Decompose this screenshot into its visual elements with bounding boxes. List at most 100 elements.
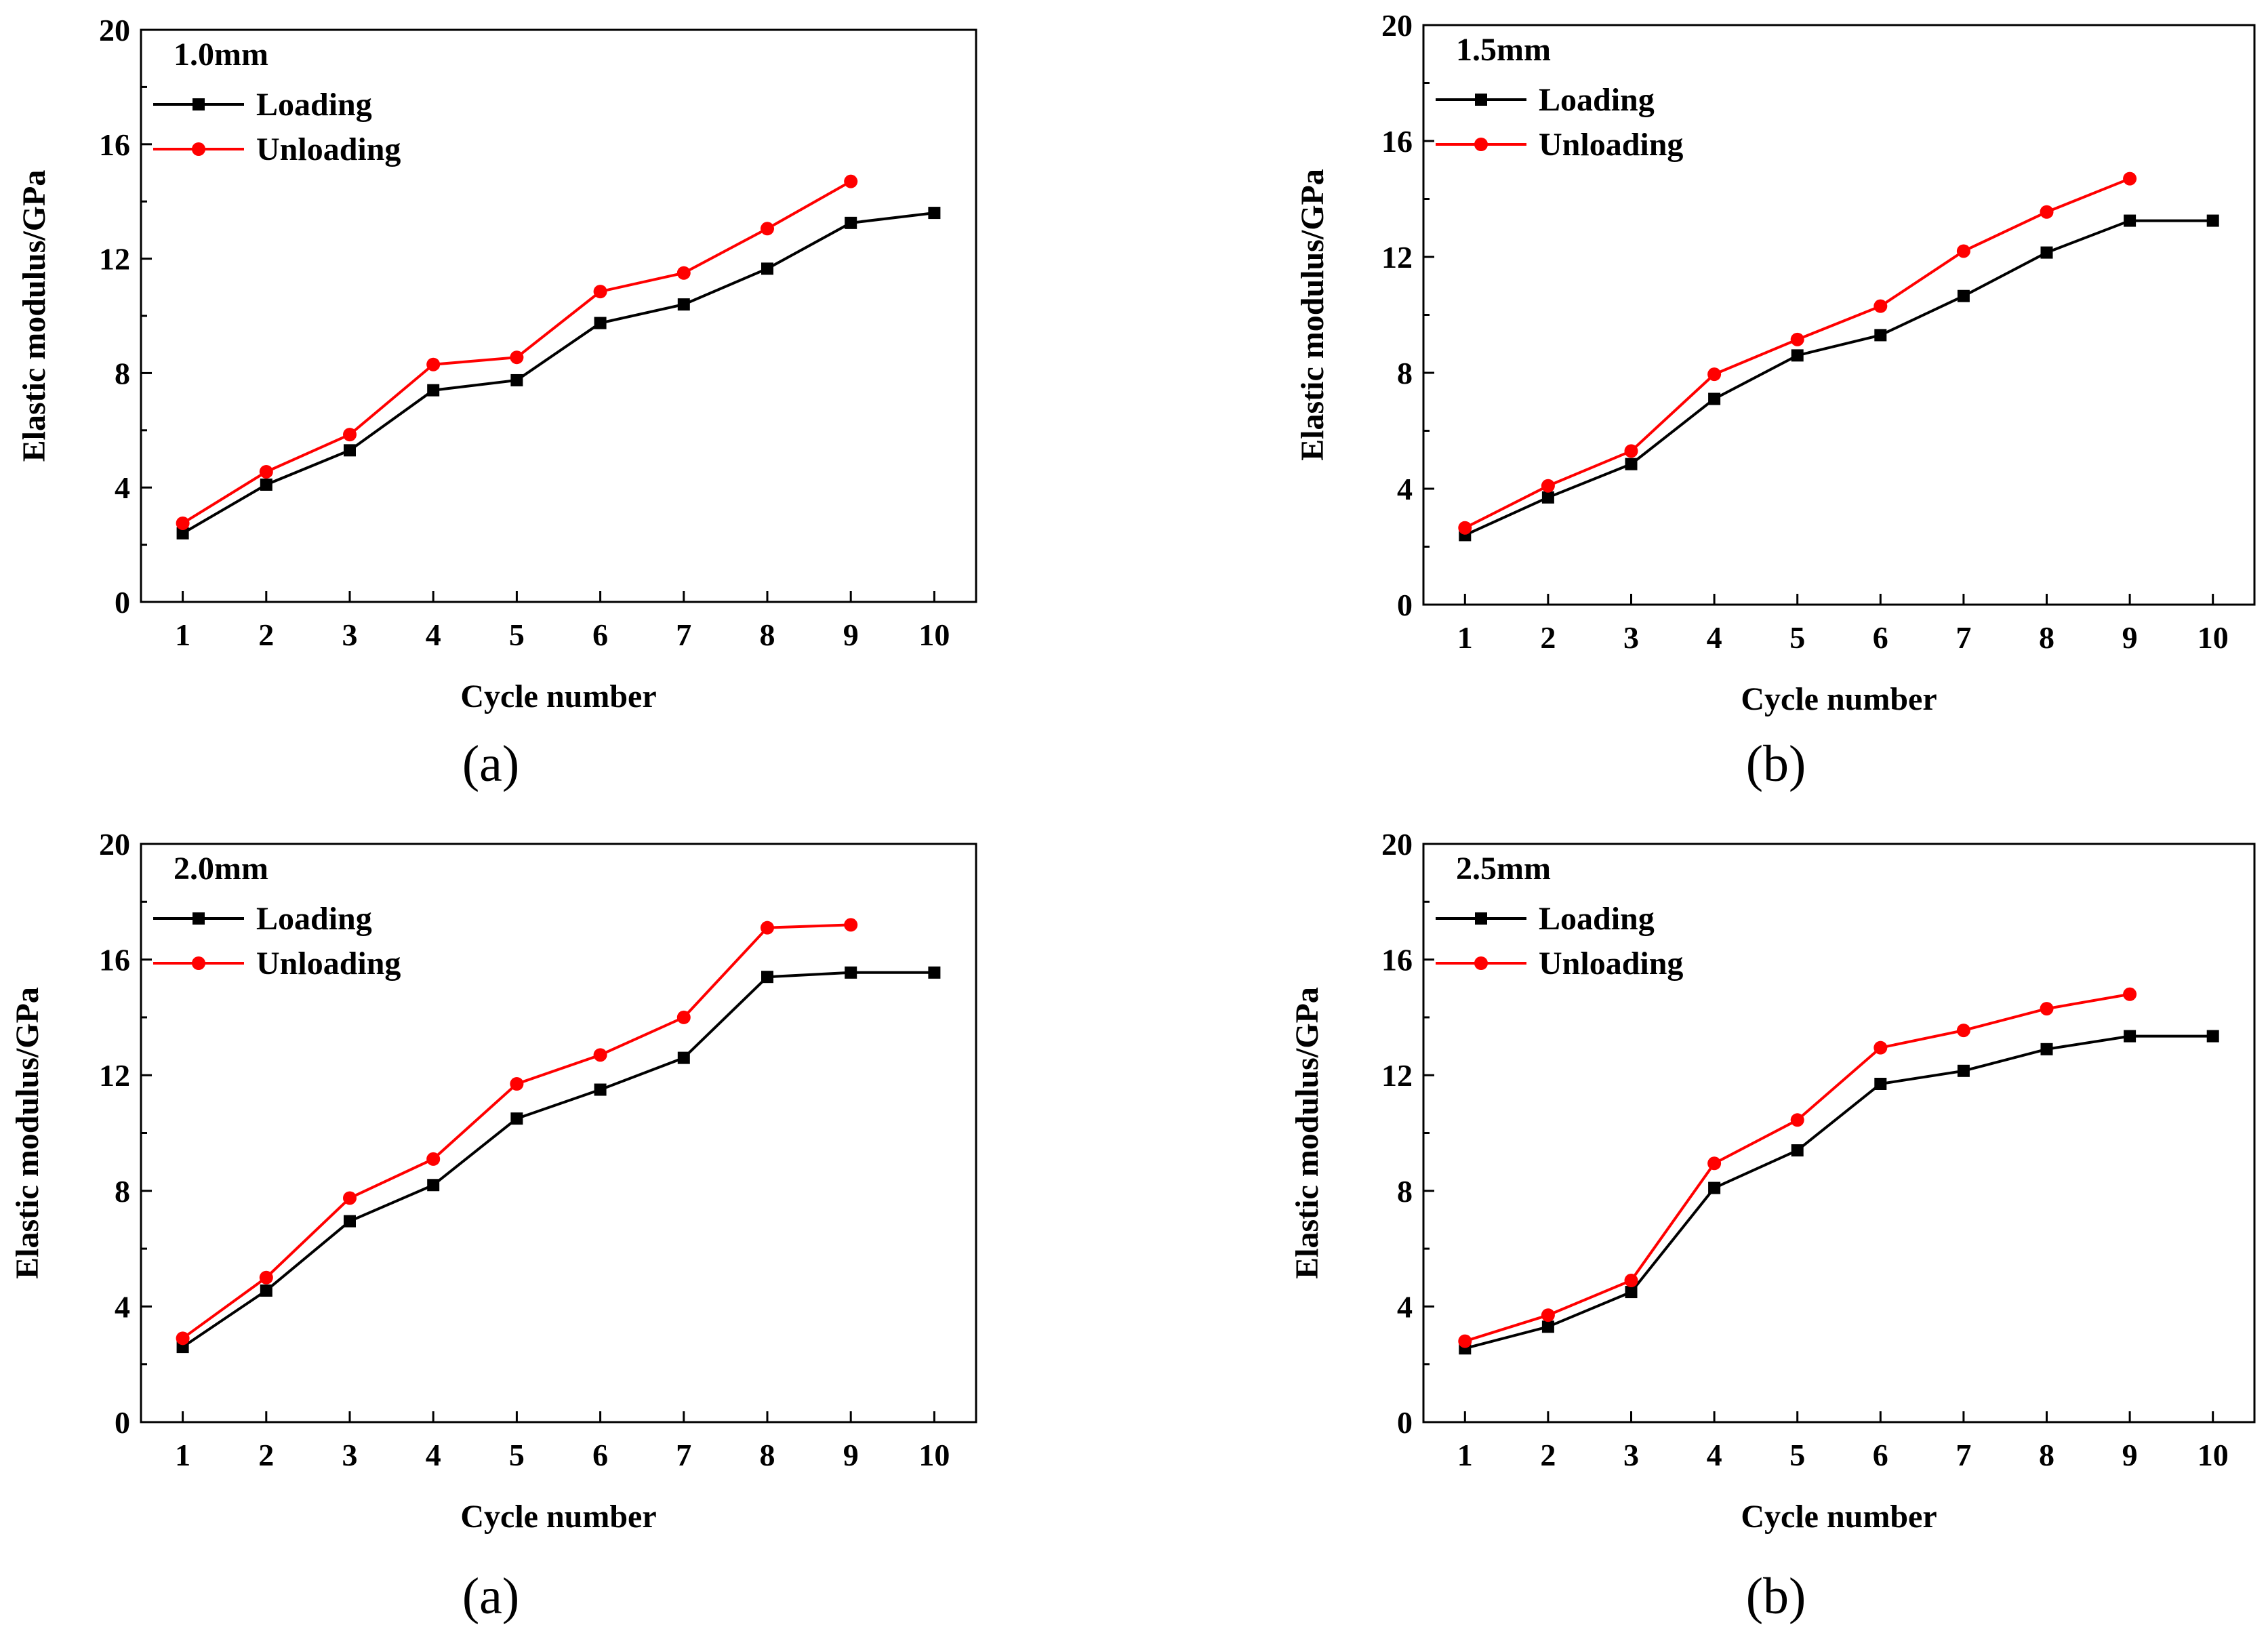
x-axis-label: Cycle number: [1741, 1499, 1937, 1535]
unloading-point: [1624, 444, 1638, 458]
legend-label-loading: Loading: [256, 901, 372, 937]
unloading-point: [761, 921, 774, 935]
legend-label-loading: Loading: [1539, 901, 1655, 937]
x-tick-label: 2: [1540, 1438, 1556, 1472]
loading-point: [594, 1083, 607, 1096]
x-tick-label: 9: [2122, 620, 2138, 655]
unloading-point: [1790, 1113, 1804, 1127]
unloading-point: [2123, 987, 2137, 1001]
x-tick-label: 9: [843, 1438, 859, 1472]
x-tick-label: 4: [1707, 620, 1722, 655]
x-tick-label: 3: [342, 618, 358, 652]
x-tick-label: 6: [592, 618, 608, 652]
x-tick-label: 2: [258, 1438, 274, 1472]
y-tick-label: 16: [99, 943, 130, 977]
y-tick-label: 8: [115, 356, 130, 390]
loading-point: [1874, 329, 1887, 342]
unloading-point: [676, 1010, 691, 1024]
x-tick-label: 1: [1457, 620, 1473, 655]
y-tick-label: 4: [1397, 1289, 1413, 1324]
unloading-point: [844, 174, 858, 188]
x-axis-label: Cycle number: [460, 679, 656, 714]
loading-point: [845, 966, 857, 979]
x-tick-label: 1: [175, 1438, 190, 1472]
x-tick-label: 1: [175, 618, 190, 652]
loading-point: [928, 207, 941, 220]
y-tick-label: 8: [1397, 356, 1413, 390]
unloading-point: [1707, 1156, 1722, 1171]
y-tick-label: 12: [1381, 1058, 1413, 1093]
y-tick-label: 20: [1381, 8, 1413, 43]
legend-marker: [1474, 138, 1488, 151]
loading-point: [510, 1112, 523, 1125]
loading-point: [928, 966, 941, 979]
y-tick-label: 12: [1381, 240, 1413, 275]
legend-label-unloading: Unloading: [1539, 127, 1683, 163]
loading-point: [427, 384, 440, 397]
legend-marker: [1474, 956, 1488, 970]
x-tick-label: 6: [592, 1438, 608, 1472]
y-tick-label: 8: [115, 1174, 130, 1209]
legend-marker: [192, 956, 205, 970]
legend-label-unloading: Unloading: [1539, 946, 1683, 982]
y-tick-label: 16: [1381, 124, 1413, 159]
loading-point: [1541, 491, 1554, 504]
unloading-point: [259, 464, 273, 479]
legend-marker: [1475, 94, 1487, 106]
x-axis-label: Cycle number: [460, 1499, 656, 1535]
series-line-unloading: [1464, 992, 2130, 1343]
thickness-annotation: 2.5mm: [1456, 851, 1551, 887]
legend-marker: [193, 912, 205, 925]
loading-point: [1957, 1064, 1970, 1077]
x-tick-label: 6: [1873, 1438, 1888, 1472]
x-tick-label: 5: [1789, 1438, 1805, 1472]
x-tick-label: 7: [1956, 1438, 1971, 1472]
y-tick-label: 0: [1397, 588, 1413, 622]
legend-label-loading: Loading: [1539, 82, 1655, 118]
y-tick-label: 20: [99, 13, 130, 47]
x-tick-label: 8: [760, 1438, 775, 1472]
unloading-point: [1874, 1040, 1888, 1055]
x-tick-label: 8: [2039, 1438, 2054, 1472]
x-axis-label: Cycle number: [1741, 681, 1937, 717]
x-tick-label: 10: [918, 618, 950, 652]
x-tick-label: 6: [1873, 620, 1888, 655]
loading-point: [845, 216, 857, 229]
x-tick-label: 9: [2122, 1438, 2138, 1472]
unloading-point: [1541, 1308, 1555, 1322]
thickness-annotation: 1.0mm: [174, 37, 268, 73]
x-tick-label: 5: [1789, 620, 1805, 655]
y-tick-label: 16: [1381, 943, 1413, 977]
loading-point: [2040, 1043, 2053, 1055]
unloading-point: [676, 266, 691, 280]
x-tick-label: 4: [426, 1438, 441, 1472]
y-tick-label: 0: [115, 585, 130, 620]
x-tick-label: 2: [1540, 620, 1556, 655]
x-tick-label: 5: [509, 618, 525, 652]
series-line-loading: [1464, 219, 2213, 537]
loading-point: [1791, 349, 1804, 362]
loading-point: [1625, 458, 1638, 470]
loading-point: [260, 1284, 272, 1297]
loading-point: [761, 262, 773, 275]
unloading-point: [1874, 299, 1888, 313]
y-tick-label: 12: [99, 1058, 130, 1093]
unloading-point: [426, 1152, 441, 1166]
unloading-point: [2040, 205, 2054, 219]
loading-point: [2124, 214, 2137, 227]
loading-point: [1541, 1320, 1554, 1333]
unloading-point: [176, 1331, 190, 1346]
series-line-loading: [182, 971, 935, 1348]
x-tick-label: 4: [426, 618, 441, 652]
y-tick-label: 20: [1381, 827, 1413, 862]
unloading-point: [1956, 244, 1970, 258]
x-tick-label: 7: [676, 618, 691, 652]
unloading-point: [1458, 521, 1472, 535]
panel-caption: (b): [1746, 1568, 1806, 1625]
unloading-point: [1458, 1334, 1472, 1348]
y-axis-label: Elastic modulus/GPa: [16, 170, 52, 462]
unloading-point: [593, 285, 607, 299]
x-tick-label: 7: [676, 1438, 691, 1472]
